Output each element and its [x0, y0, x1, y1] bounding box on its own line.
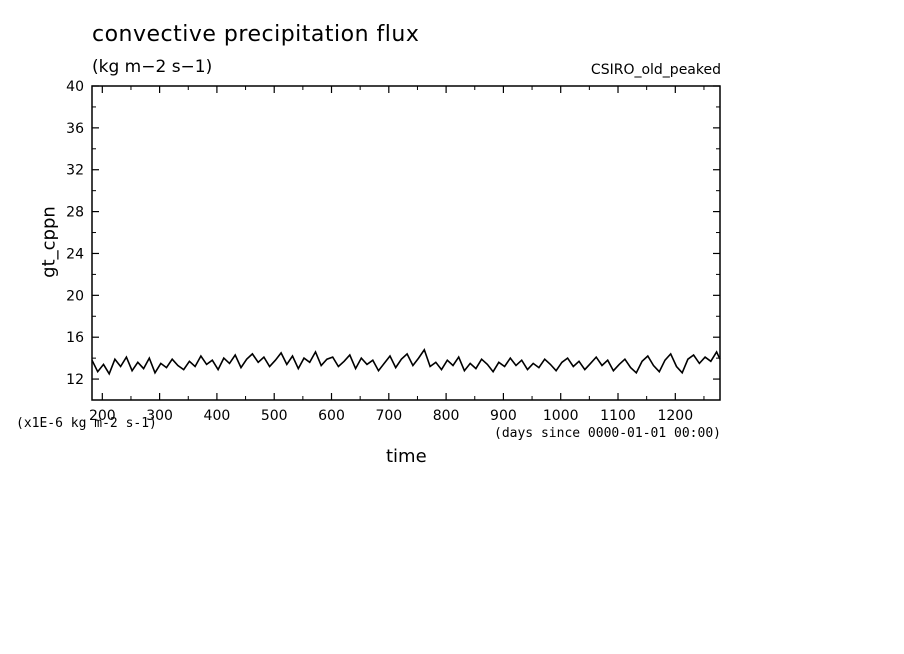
x-tick-label: 1100 [600, 408, 636, 424]
x-tick-label: 200 [89, 408, 116, 424]
plot-frame [91, 85, 721, 401]
dataset-label: CSIRO_old_peaked [590, 62, 721, 78]
time-axis-note: (days since 0000-01-01 00:00) [494, 426, 721, 441]
series-line [91, 348, 721, 376]
y-tick-label: 24 [66, 246, 84, 262]
x-tick-label: 700 [375, 408, 402, 424]
x-tick-label: 300 [146, 408, 173, 424]
x-tick-label: 1000 [543, 408, 579, 424]
y-tick-label: 16 [66, 330, 84, 346]
x-tick-label: 1200 [657, 408, 693, 424]
y-axis-ticks: 12 16 20 24 28 32 36 40 [66, 79, 720, 401]
chart-units: (kg m−2 s−1) [92, 57, 213, 77]
x-tick-label: 400 [204, 408, 231, 424]
y-tick-label: 32 [66, 163, 84, 179]
y-tick-label: 28 [66, 205, 84, 221]
y-scale-note: (x1E-6 kg m-2 s-1) [16, 416, 157, 431]
x-tick-label: 800 [433, 408, 460, 424]
y-tick-label: 12 [66, 372, 84, 388]
x-tick-label: 900 [490, 408, 517, 424]
y-tick-label: 20 [66, 288, 84, 304]
chart-title: convective precipitation flux [92, 22, 420, 47]
x-tick-label: 600 [318, 408, 345, 424]
x-tick-label: 500 [261, 408, 288, 424]
x-axis-ticks: 200 300 400 500 600 700 800 900 1000 1100 1200 [89, 86, 705, 424]
y-tick-label: 40 [66, 79, 84, 95]
y-tick-label: 36 [66, 121, 84, 137]
x-axis-label: time [386, 446, 427, 467]
